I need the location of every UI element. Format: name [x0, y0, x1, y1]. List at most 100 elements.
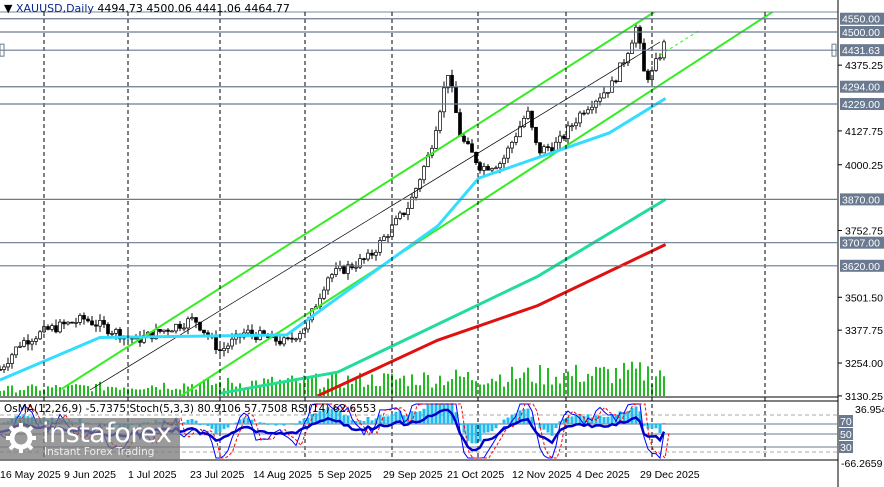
volume-bar: [231, 382, 233, 396]
volume-bar: [607, 369, 609, 396]
candle-body: [50, 325, 54, 330]
candle-body: [510, 142, 514, 149]
candle-body: [602, 92, 606, 99]
volume-bar: [383, 373, 385, 396]
candle-body: [54, 325, 58, 333]
osma-bar: [506, 417, 510, 424]
osma-bar: [542, 423, 546, 430]
candle-body: [94, 324, 98, 327]
volume-bar: [339, 384, 341, 396]
volume-bar: [335, 372, 337, 396]
osma-bar: [642, 423, 646, 426]
osma-bar: [318, 410, 322, 424]
volume-bar: [379, 386, 381, 396]
volume-bar: [123, 387, 125, 396]
osc-level-box: [839, 441, 853, 453]
osma-bar: [514, 413, 518, 424]
osma-bar: [374, 418, 378, 424]
candle-body: [414, 188, 418, 198]
osma-bar: [298, 420, 302, 424]
candle-body: [646, 70, 650, 80]
osma-bar: [334, 410, 338, 424]
osma-bar: [558, 421, 562, 424]
y-tick-label: 3501.50: [845, 292, 883, 304]
volume-bar: [179, 389, 181, 396]
volume-bar: [119, 389, 121, 396]
osma-bar: [646, 423, 650, 429]
candle-body: [526, 110, 530, 119]
volume-bar: [171, 389, 173, 396]
volume-bar: [63, 389, 65, 396]
osma-bar: [426, 404, 430, 424]
osma-bar: [570, 416, 574, 424]
triangle-down-icon[interactable]: ▼: [4, 2, 13, 15]
candle-body: [6, 363, 10, 368]
osma-bar: [418, 411, 422, 424]
candle-body: [98, 320, 102, 327]
candle-body: [342, 265, 346, 274]
osc-level-label: 30: [840, 442, 852, 454]
osma-bar: [554, 423, 558, 429]
level-label-box: [840, 12, 884, 25]
osma-bar: [446, 403, 450, 424]
osma-bar: [430, 404, 434, 424]
candle-body: [338, 265, 342, 269]
osma-bar: [390, 414, 394, 424]
osma-bar: [482, 423, 486, 433]
candle-body: [46, 326, 50, 330]
volume-bar: [387, 373, 389, 396]
volume-bar: [547, 368, 549, 396]
volume-bar: [27, 385, 29, 396]
channel-projection: [659, 29, 701, 56]
volume-bar: [23, 390, 25, 396]
volume-bar: [95, 383, 97, 396]
volume-bar: [559, 383, 561, 396]
osma-bar: [598, 415, 602, 424]
volume-bar: [271, 376, 273, 396]
osma-bar: [462, 423, 466, 433]
candle-body: [362, 258, 366, 261]
x-tick-label: 1 Jul 2025: [128, 469, 177, 481]
volume-bar: [243, 388, 245, 396]
candle-body: [22, 340, 26, 347]
osma-bar: [266, 423, 270, 425]
volume-bar: [443, 385, 445, 396]
osma-bar: [370, 420, 374, 424]
volume-bar: [351, 383, 353, 396]
candle-body: [582, 112, 586, 115]
x-tick-label: 14 Aug 2025: [253, 469, 312, 481]
candle-body: [490, 168, 494, 171]
candle-body: [550, 147, 554, 152]
osma-bar: [458, 423, 462, 426]
osma-bar: [546, 423, 550, 433]
volume-bar: [635, 368, 637, 396]
volume-bar: [555, 376, 557, 396]
candle-body: [182, 327, 186, 330]
candle-body: [542, 146, 546, 154]
osma-bar: [442, 403, 446, 424]
osma-bar: [606, 416, 610, 424]
volume-bar: [435, 383, 437, 396]
osma-bar: [286, 423, 290, 425]
candle-body: [654, 58, 658, 71]
x-tick-label: 29 Dec 2025: [640, 469, 700, 481]
volume-bar: [583, 381, 585, 396]
osma-bar: [326, 407, 330, 424]
volume-bar: [495, 381, 497, 396]
candle-body: [214, 335, 218, 351]
volume-bar: [151, 385, 153, 396]
candle-body: [574, 122, 578, 127]
osma-bar: [362, 421, 366, 424]
osma-bar: [494, 423, 498, 429]
volume-bar: [499, 374, 501, 396]
volume-bar: [35, 386, 37, 396]
candle-body: [586, 109, 590, 114]
volume-bar: [543, 384, 545, 396]
volume-bar: [115, 387, 117, 396]
candle-body: [78, 315, 82, 323]
volume-bar: [455, 369, 457, 396]
osma-bar: [342, 415, 346, 424]
osma-bar: [322, 409, 326, 424]
candle-body: [294, 338, 298, 341]
